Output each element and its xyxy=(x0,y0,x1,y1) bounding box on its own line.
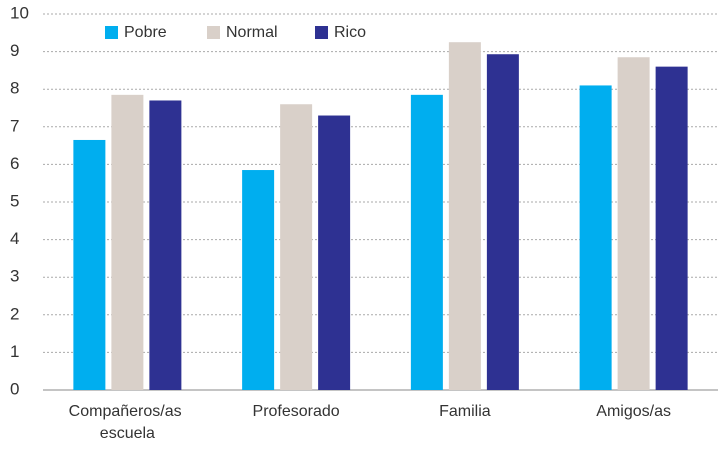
x-tick-label: Profesorado xyxy=(253,403,340,420)
x-tick-label: Amigos/as xyxy=(596,403,671,420)
y-tick-label: 9 xyxy=(10,41,19,60)
y-tick-label: 2 xyxy=(10,304,19,323)
bar xyxy=(111,94,144,390)
y-tick-label: 3 xyxy=(10,267,19,286)
legend-label: Pobre xyxy=(124,24,167,41)
bar xyxy=(318,115,351,391)
legend-label: Normal xyxy=(226,24,278,41)
bar xyxy=(410,94,443,390)
legend-swatch xyxy=(105,26,118,39)
y-tick-label: 1 xyxy=(10,342,19,361)
label-line: escuela xyxy=(100,425,155,442)
label-line: Compañeros/as xyxy=(69,403,186,420)
legend-label: Rico xyxy=(334,24,366,41)
y-tick-label: 10 xyxy=(10,3,29,22)
bar xyxy=(579,85,612,390)
x-tick-label: Compañeros/as escuela xyxy=(69,403,186,442)
bar xyxy=(617,57,650,391)
x-tick-label: Familia xyxy=(439,403,491,420)
y-tick-label: 8 xyxy=(10,79,19,98)
bar xyxy=(149,100,182,390)
legend-swatch xyxy=(315,26,328,39)
y-tick-label: 7 xyxy=(10,116,19,135)
y-tick-label: 6 xyxy=(10,154,19,173)
y-tick-label: 5 xyxy=(10,191,19,210)
bar xyxy=(242,170,275,390)
y-tick-label: 0 xyxy=(10,379,19,398)
y-tick-label: 4 xyxy=(10,229,19,248)
bar xyxy=(655,66,688,390)
bar xyxy=(486,54,519,391)
legend-swatch xyxy=(207,26,220,39)
bar xyxy=(448,42,481,390)
bar xyxy=(280,104,313,391)
bar xyxy=(73,139,106,390)
